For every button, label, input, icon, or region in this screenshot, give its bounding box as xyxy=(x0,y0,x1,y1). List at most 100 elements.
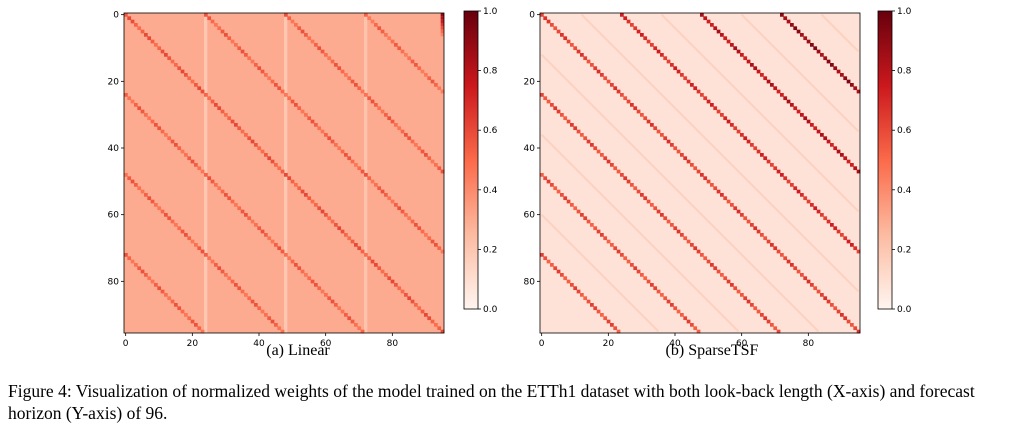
heatmap-cell xyxy=(720,33,724,37)
heatmap-cell xyxy=(247,296,252,301)
heatmap-cell xyxy=(300,29,305,34)
heatmap-cell xyxy=(786,19,791,24)
heatmap-cell xyxy=(760,313,764,317)
heatmap-cell xyxy=(660,53,664,57)
heatmap-cell xyxy=(287,256,292,261)
heatmap-cell xyxy=(756,229,761,234)
heatmap-cell xyxy=(730,283,734,287)
heatmap-cell xyxy=(217,106,222,111)
heatmap-cell xyxy=(427,316,432,321)
heatmap-cell xyxy=(563,36,568,41)
heatmap-cell xyxy=(300,109,305,114)
heatmap-cell xyxy=(280,249,285,254)
colorbar-tick-label-sparsetsf: 0.4 xyxy=(897,186,912,196)
heatmap-cell xyxy=(290,179,295,184)
heatmap-cell xyxy=(367,16,372,21)
heatmap-cell xyxy=(613,166,618,171)
heatmap-cell xyxy=(284,93,288,97)
heatmap-cell xyxy=(733,206,738,211)
heatmap-cell xyxy=(786,179,791,184)
heatmap-cell xyxy=(820,293,824,297)
heatmap-cell xyxy=(646,119,651,124)
heatmap-cell xyxy=(713,106,718,111)
heatmap-cell xyxy=(800,113,804,117)
heatmap-cell xyxy=(543,256,548,261)
heatmap-cell xyxy=(137,186,142,191)
heatmap-cell xyxy=(134,263,138,267)
heatmap-cell xyxy=(327,216,332,221)
heatmap-cell xyxy=(370,179,375,184)
heatmap-cell xyxy=(700,93,704,97)
heatmap-cell xyxy=(130,99,135,104)
heatmap-cell xyxy=(174,223,178,227)
heatmap-cell xyxy=(790,183,794,187)
heatmap-cell xyxy=(706,99,711,104)
heatmap-cell xyxy=(187,156,192,161)
heatmap-cell xyxy=(197,246,202,251)
heatmap-cell xyxy=(204,93,208,97)
heatmap-cell xyxy=(244,133,248,137)
heatmap-cell xyxy=(736,289,741,294)
heatmap-cell xyxy=(683,316,688,321)
heatmap-cell xyxy=(606,79,611,84)
heatmap-cell xyxy=(324,213,328,217)
y-tick-label-sparsetsf: 60 xyxy=(524,211,536,221)
heatmap-cell xyxy=(224,33,228,37)
heatmap-cell xyxy=(424,153,428,157)
heatmap-cell xyxy=(340,69,345,74)
heatmap-cell xyxy=(706,179,711,184)
heatmap-cell xyxy=(770,243,774,247)
heatmap-cell xyxy=(766,239,771,244)
heatmap-cell xyxy=(573,286,578,291)
heatmap-cell xyxy=(124,93,128,97)
heatmap-cell xyxy=(370,19,375,24)
heatmap-cell xyxy=(616,169,621,174)
colorbar-tick-label-linear: 0.8 xyxy=(483,67,498,77)
heatmap-cell xyxy=(763,76,768,81)
heatmap-cell xyxy=(270,159,275,164)
heatmap-cell xyxy=(430,79,435,84)
heatmap-cell xyxy=(234,123,238,127)
heatmap-cell xyxy=(593,66,598,71)
y-tick-label-linear: 20 xyxy=(108,77,120,87)
colorbar-tick-label-linear: 0.2 xyxy=(483,245,497,255)
heatmap-cell xyxy=(157,206,162,211)
heatmap-cell xyxy=(204,13,208,17)
heatmap-cell xyxy=(344,233,348,237)
heatmap-cell xyxy=(766,159,771,164)
heatmap-cell xyxy=(783,176,788,181)
heatmap-cell xyxy=(247,136,252,141)
heatmap-cell xyxy=(427,76,432,81)
heatmap-cell xyxy=(600,153,604,157)
heatmap-cell xyxy=(830,223,834,227)
heatmap-cell xyxy=(673,66,678,71)
heatmap-cell xyxy=(840,73,844,77)
heatmap-cell xyxy=(796,269,801,274)
diagonal-band xyxy=(700,13,861,174)
heatmap-cell xyxy=(766,79,771,84)
heatmap-cell xyxy=(743,136,748,141)
heatmap-cell xyxy=(424,73,428,77)
heatmap-cell xyxy=(653,126,658,131)
heatmap-cell xyxy=(696,329,701,334)
heatmap-cell xyxy=(660,213,664,217)
heatmap-cell xyxy=(826,219,831,224)
heatmap-cell xyxy=(553,106,558,111)
heatmap-cell xyxy=(566,119,571,124)
heatmap-cell xyxy=(194,243,198,247)
x-tick-label-linear: 0 xyxy=(123,339,129,349)
heatmap-cell xyxy=(350,239,355,244)
heatmap-cell xyxy=(297,106,302,111)
heatmap-cell xyxy=(307,36,312,41)
heatmap-cell xyxy=(823,216,828,221)
heatmap-cell xyxy=(157,46,162,51)
heatmap-cell xyxy=(706,19,711,24)
faint-diagonal-band xyxy=(580,13,860,293)
heatmap-cell xyxy=(750,223,754,227)
heatmap-cell xyxy=(623,16,628,21)
heatmap-cell xyxy=(586,139,591,144)
heatmap-cell xyxy=(224,273,228,277)
heatmap-cell xyxy=(377,186,382,191)
heatmap-cell xyxy=(563,196,568,201)
heatmap-cell xyxy=(374,183,378,187)
